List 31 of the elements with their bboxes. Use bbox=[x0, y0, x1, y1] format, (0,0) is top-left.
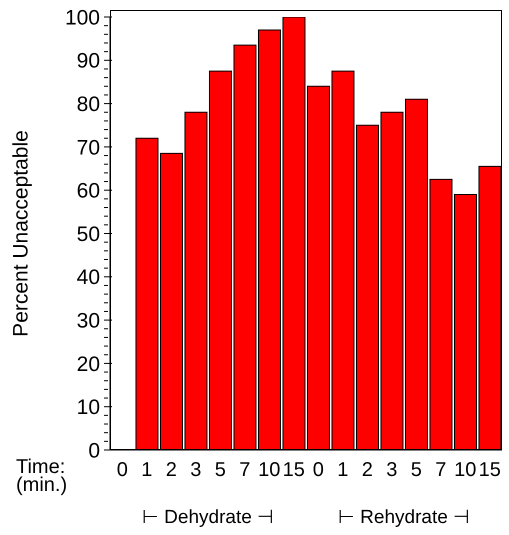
x-tick-label: 0 bbox=[116, 459, 128, 482]
x-tick-label: 3 bbox=[190, 459, 202, 482]
x-tick-label: 15 bbox=[478, 459, 501, 482]
x-tick-label: 1 bbox=[337, 459, 348, 482]
y-tick-label: 40 bbox=[76, 266, 100, 290]
x-tick-label: 2 bbox=[362, 459, 373, 482]
x-axis-title: Time: (min.) bbox=[16, 456, 68, 496]
y-tick-label: 70 bbox=[76, 136, 100, 160]
y-tick-label: 60 bbox=[76, 180, 100, 203]
x-tick-label: 1 bbox=[141, 459, 152, 482]
y-tick-label: 50 bbox=[76, 222, 100, 246]
text: ⊢ Rehydrate ⊣ bbox=[336, 506, 472, 529]
x-tick-label: 10 bbox=[258, 459, 280, 482]
x-tick-label: 7 bbox=[435, 459, 446, 482]
y-tick-label: 80 bbox=[76, 92, 100, 116]
x-tick-label: 5 bbox=[214, 459, 226, 482]
x-tick-label: 10 bbox=[454, 459, 476, 482]
x-tick-label: 0 bbox=[312, 459, 324, 482]
x-tick-label: 2 bbox=[166, 459, 177, 482]
x-tick-label: 3 bbox=[386, 459, 398, 482]
text: ⊢ Dehydrate ⊣ bbox=[140, 506, 276, 529]
y-tick-label: 90 bbox=[76, 50, 100, 73]
y-tick-label: 100 bbox=[64, 6, 100, 30]
x-tick-label: 15 bbox=[282, 459, 305, 482]
y-tick-label: 0 bbox=[88, 439, 100, 462]
x-tick-label: 5 bbox=[410, 459, 422, 482]
y-tick-label: 30 bbox=[76, 309, 100, 332]
x-tick-label: 7 bbox=[239, 459, 250, 482]
y-axis-title: Percent Unacceptable bbox=[9, 130, 32, 337]
y-tick-label: 10 bbox=[76, 396, 100, 420]
y-tick-label: 20 bbox=[76, 352, 100, 376]
